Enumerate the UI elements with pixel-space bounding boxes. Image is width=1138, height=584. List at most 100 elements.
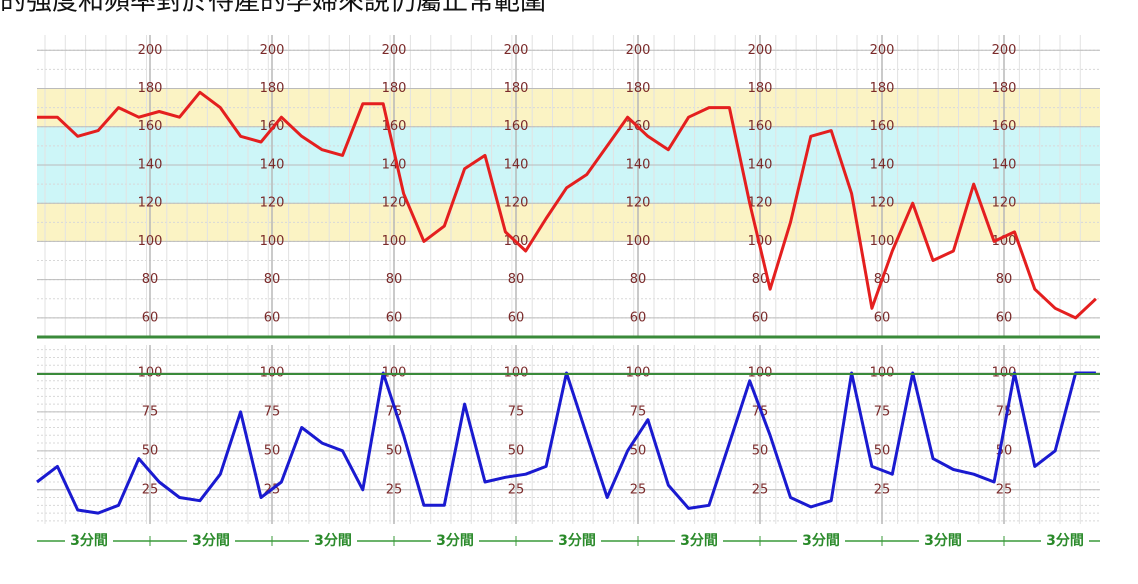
y-tick-label: 100 — [260, 234, 285, 249]
time-label: 3分間 — [802, 533, 840, 549]
label-bg — [675, 531, 723, 551]
y-tick-label: 120 — [260, 196, 285, 211]
y-tick-label: 80 — [996, 272, 1013, 287]
y-tick-label: 160 — [138, 119, 163, 134]
y-tick-label: 75 — [874, 404, 891, 419]
y-tick-label: 80 — [508, 272, 525, 287]
y-tick-label: 140 — [870, 157, 895, 172]
y-tick-label: 120 — [138, 196, 163, 211]
trace — [37, 90, 1097, 320]
y-tick-label: 75 — [996, 404, 1013, 419]
y-tick-label: 80 — [630, 272, 647, 287]
y-tick-label: 50 — [874, 443, 891, 458]
y-tick-label: 75 — [142, 404, 159, 419]
y-tick-label: 200 — [260, 43, 285, 58]
y-tick-label: 100 — [870, 234, 895, 249]
y-tick-label: 100 — [382, 234, 407, 249]
time-label: 3分間 — [70, 533, 108, 549]
y-tick-label: 180 — [870, 81, 895, 96]
y-tick-label: 25 — [996, 482, 1013, 497]
time-label: 3分間 — [1046, 533, 1084, 549]
y-tick-label: 160 — [870, 119, 895, 134]
label-bg — [1041, 531, 1089, 551]
y-tick-label: 180 — [260, 81, 285, 96]
y-tick-label: 25 — [874, 482, 891, 497]
y-tick-label: 25 — [386, 482, 403, 497]
y-tick-label: 200 — [870, 43, 895, 58]
y-tick-label: 60 — [264, 310, 281, 325]
y-tick-label: 200 — [504, 43, 529, 58]
y-tick-label: 100 — [992, 234, 1017, 249]
y-tick-label: 75 — [264, 404, 281, 419]
y-tick-label: 80 — [752, 272, 769, 287]
y-tick-label: 160 — [748, 119, 773, 134]
y-tick-label: 200 — [138, 43, 163, 58]
y-tick-label: 140 — [260, 157, 285, 172]
y-tick-label: 60 — [142, 310, 159, 325]
y-tick-label: 120 — [748, 196, 773, 211]
time-label: 3分間 — [924, 533, 962, 549]
label-bg — [919, 531, 967, 551]
caption: 的強度和頻率對於待產的孕婦來說仍屬正常範圍 — [0, 0, 546, 17]
y-tick-label: 180 — [992, 81, 1017, 96]
y-tick-label: 160 — [992, 119, 1017, 134]
y-tick-label: 60 — [874, 310, 891, 325]
y-tick-label: 120 — [992, 196, 1017, 211]
label-bg — [65, 531, 113, 551]
y-tick-label: 180 — [626, 81, 651, 96]
y-tick-label: 50 — [752, 443, 769, 458]
y-tick-label: 80 — [142, 272, 159, 287]
y-tick-label: 120 — [504, 196, 529, 211]
y-tick-label: 140 — [748, 157, 773, 172]
y-tick-label: 100 — [626, 234, 651, 249]
y-tick-label: 180 — [382, 81, 407, 96]
y-tick-label: 200 — [992, 43, 1017, 58]
y-tick-label: 75 — [508, 404, 525, 419]
y-tick-label: 160 — [504, 119, 529, 134]
y-tick-label: 60 — [386, 310, 403, 325]
y-tick-label: 140 — [382, 157, 407, 172]
y-tick-label: 25 — [142, 482, 159, 497]
y-tick-label: 200 — [382, 43, 407, 58]
y-tick-label: 25 — [630, 482, 647, 497]
y-tick-label: 200 — [748, 43, 773, 58]
label-bg — [797, 531, 845, 551]
y-tick-label: 80 — [264, 272, 281, 287]
y-tick-label: 25 — [508, 482, 525, 497]
y-tick-label: 180 — [138, 81, 163, 96]
band — [37, 203, 1100, 242]
time-label: 3分間 — [680, 533, 718, 549]
y-tick-label: 140 — [992, 157, 1017, 172]
y-tick-label: 60 — [752, 310, 769, 325]
y-tick-label: 200 — [626, 43, 651, 58]
y-tick-label: 60 — [630, 310, 647, 325]
y-tick-label: 140 — [504, 157, 529, 172]
y-tick-label: 50 — [264, 443, 281, 458]
y-tick-label: 140 — [626, 157, 651, 172]
y-tick-label: 60 — [996, 310, 1013, 325]
y-tick-label: 75 — [630, 404, 647, 419]
time-label: 3分間 — [192, 533, 230, 549]
y-tick-label: 50 — [386, 443, 403, 458]
y-tick-label: 160 — [382, 119, 407, 134]
label-bg — [187, 531, 235, 551]
y-tick-label: 50 — [630, 443, 647, 458]
y-tick-label: 60 — [508, 310, 525, 325]
y-tick-label: 80 — [386, 272, 403, 287]
y-tick-label: 120 — [870, 196, 895, 211]
y-tick-label: 180 — [748, 81, 773, 96]
label-bg — [431, 531, 479, 551]
time-label: 3分間 — [558, 533, 596, 549]
y-tick-label: 120 — [626, 196, 651, 211]
y-tick-label: 180 — [504, 81, 529, 96]
time-label: 3分間 — [314, 533, 352, 549]
y-tick-label: 50 — [508, 443, 525, 458]
y-tick-label: 140 — [138, 157, 163, 172]
label-bg — [309, 531, 357, 551]
y-tick-label: 50 — [142, 443, 159, 458]
y-tick-label: 120 — [382, 196, 407, 211]
time-label: 3分間 — [436, 533, 474, 549]
label-bg — [553, 531, 601, 551]
